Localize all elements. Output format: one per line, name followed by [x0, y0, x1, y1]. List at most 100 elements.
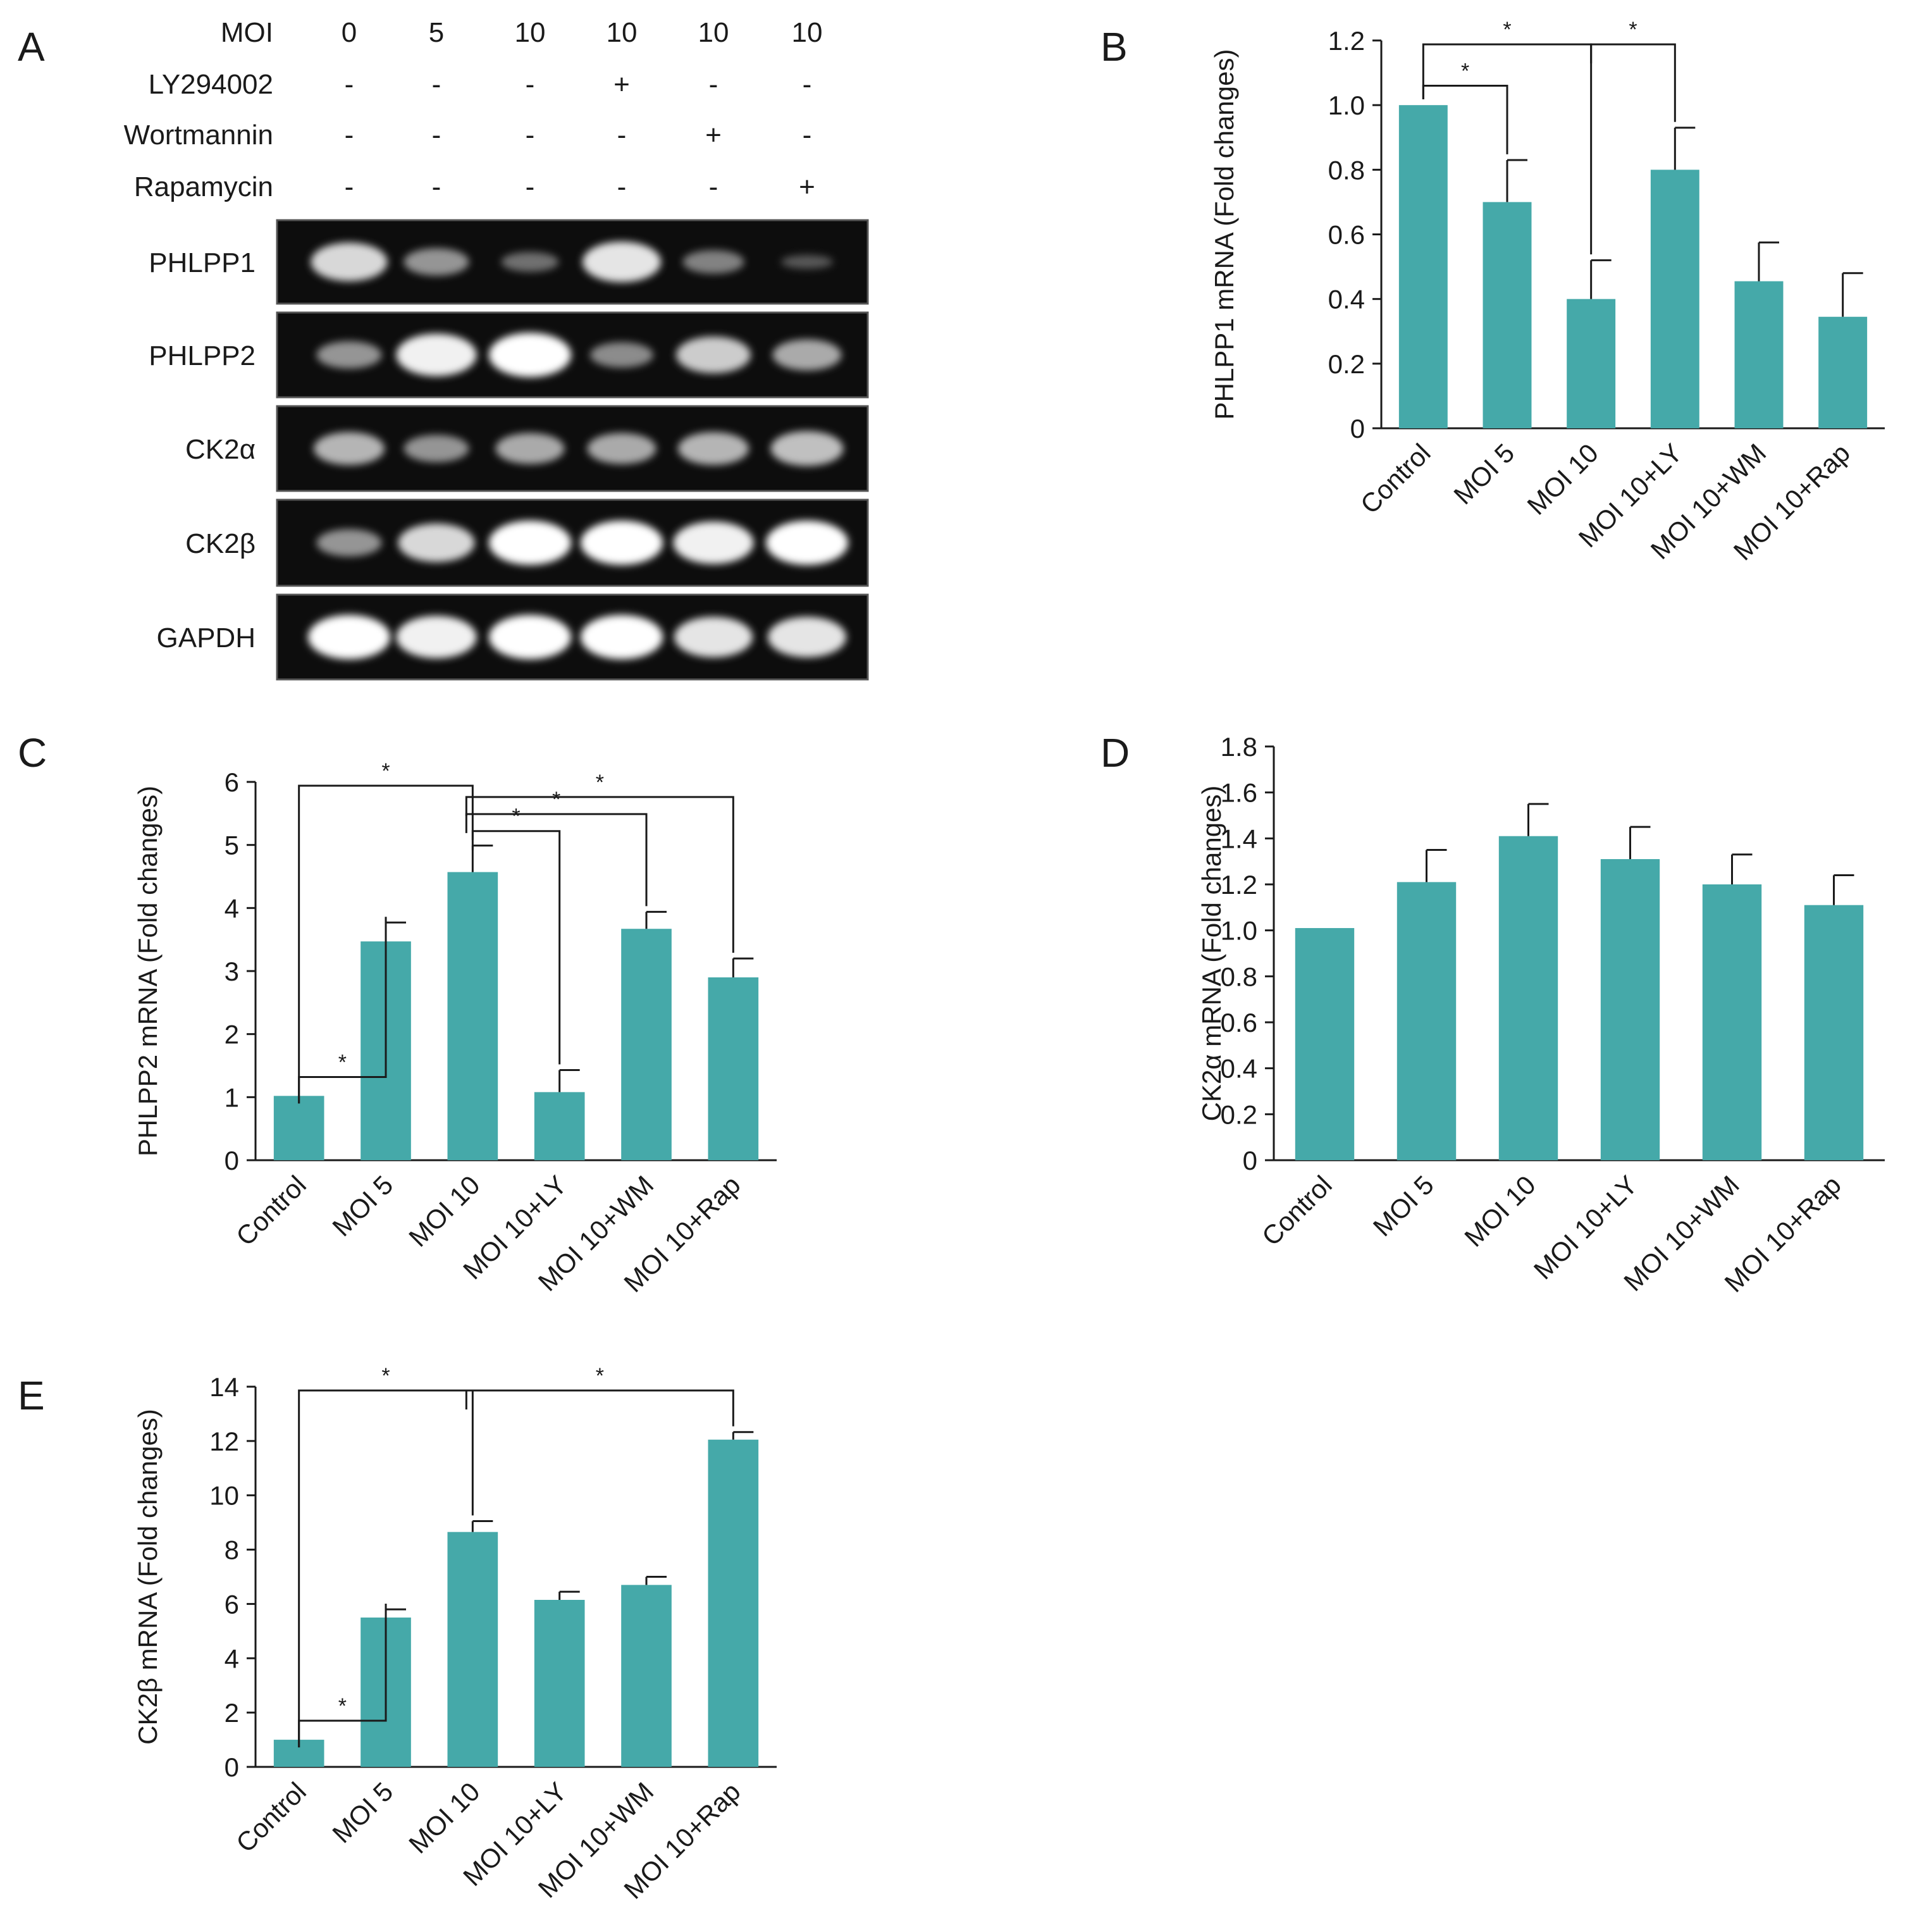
significance-star: * [338, 1050, 347, 1074]
bar [1650, 170, 1699, 428]
significance-bracket [1590, 43, 1676, 122]
gel-band [489, 615, 571, 659]
bar [534, 1092, 585, 1160]
gel-label: PHLPP2 [149, 340, 256, 371]
treatment-cell: - [345, 171, 354, 202]
gel-band [674, 617, 753, 657]
significance-star: * [1503, 18, 1511, 42]
gel-band [676, 337, 751, 373]
y-tick-label: 0.6 [1328, 220, 1365, 250]
treatment-cell: - [345, 120, 354, 151]
bar [447, 1532, 498, 1767]
y-tick-label: 1.6 [1221, 778, 1257, 808]
treatment-row-label: Rapamycin [134, 171, 273, 202]
gel-band [772, 339, 842, 371]
gel-band [587, 433, 657, 464]
significance-star: * [381, 1364, 390, 1388]
gel-band [311, 242, 388, 282]
significance-bracket [1422, 43, 1593, 255]
significance-bracket [298, 1389, 474, 1748]
y-tick-label: 14 [209, 1372, 239, 1402]
bar [1818, 316, 1868, 428]
bar [1498, 836, 1558, 1160]
significance-star: * [338, 1694, 347, 1718]
bar [621, 929, 672, 1160]
treatment-cell: - [526, 120, 535, 151]
y-tick-label: 0.2 [1221, 1099, 1257, 1129]
significance-bracket [465, 796, 734, 953]
treatment-cell: 0 [342, 17, 357, 48]
treatment-cell: + [613, 69, 630, 100]
y-axis-label: CK2α mRNA (Fold changes) [1197, 786, 1226, 1122]
gel-band [404, 248, 469, 276]
bar [1398, 105, 1448, 428]
treatment-cell: 10 [698, 17, 729, 48]
significance-bracket [465, 813, 648, 907]
y-tick-label: 10 [209, 1481, 239, 1511]
treatment-cell: - [432, 120, 441, 151]
bar [1396, 882, 1457, 1160]
gel-band [501, 252, 559, 272]
gel-band [308, 615, 390, 659]
significance-star: * [552, 788, 560, 812]
treatment-cell: - [345, 69, 354, 100]
significance-star: * [596, 771, 604, 795]
panel-a-gel-figure: A MOI 0 5 10 10 10 10 LY294002 - - - + - - Wortmannin -… [18, 17, 869, 681]
y-axis-label: PHLPP2 mRNA (Fold changes) [133, 786, 163, 1156]
treatment-cell: - [709, 69, 718, 100]
y-tick-label: 0.4 [1221, 1054, 1257, 1084]
treatment-cell: - [617, 120, 627, 151]
treatment-cell: - [803, 120, 812, 151]
y-tick-label: 0 [225, 1752, 239, 1782]
gel-band [770, 431, 844, 466]
y-tick-label: 6 [225, 767, 239, 797]
treatment-row-label: Wortmannin [124, 120, 273, 151]
treatment-cell: 5 [429, 17, 444, 48]
gel-band [314, 432, 385, 465]
gel-band [489, 333, 571, 377]
y-tick-label: 4 [225, 1644, 239, 1673]
bar [621, 1585, 672, 1767]
significance-star: * [512, 805, 520, 829]
treatment-cell: - [803, 69, 812, 100]
bar [1567, 299, 1616, 428]
y-tick-label: 5 [225, 831, 239, 860]
y-tick-label: 0.4 [1328, 285, 1365, 314]
panel-a-letter: A [18, 24, 45, 70]
significance-star: * [1461, 59, 1469, 84]
y-tick-label: 2 [225, 1698, 239, 1728]
bar [1483, 202, 1532, 428]
gel-band [489, 521, 571, 565]
y-tick-label: 1.0 [1328, 90, 1365, 120]
bar [1804, 905, 1864, 1160]
gel-band [583, 242, 661, 282]
gel-band [590, 342, 653, 368]
y-tick-label: 0.8 [1328, 155, 1365, 185]
significance-bracket [298, 784, 474, 1104]
gel-label: GAPDH [157, 622, 256, 653]
y-tick-label: 0.2 [1328, 349, 1365, 379]
gel-label: CK2α [185, 434, 256, 465]
treatment-row-label: MOI [221, 17, 273, 48]
significance-star: * [1629, 18, 1637, 42]
bar [534, 1599, 585, 1767]
y-tick-label: 1.2 [1221, 870, 1257, 900]
bar [447, 872, 498, 1160]
gel-band [766, 521, 848, 565]
y-tick-label: 8 [225, 1535, 239, 1565]
bar [1600, 859, 1660, 1160]
significance-bracket [471, 830, 561, 1065]
gel-band [581, 521, 663, 565]
y-axis-label: PHLPP1 mRNA (Fold changes) [1209, 49, 1239, 420]
y-tick-label: 1.0 [1221, 916, 1257, 946]
y-tick-label: 1 [225, 1082, 239, 1112]
y-tick-label: 3 [225, 957, 239, 986]
y-tick-label: 6 [225, 1589, 239, 1619]
treatment-table: MOI 0 5 10 10 10 10 LY294002 - - - + - - Wortmannin - - -… [124, 17, 823, 202]
panel-letter: B [1100, 24, 1128, 70]
gel-band [682, 250, 744, 274]
gel-band [396, 616, 477, 659]
bar [1295, 928, 1355, 1160]
y-tick-label: 0 [225, 1146, 239, 1175]
